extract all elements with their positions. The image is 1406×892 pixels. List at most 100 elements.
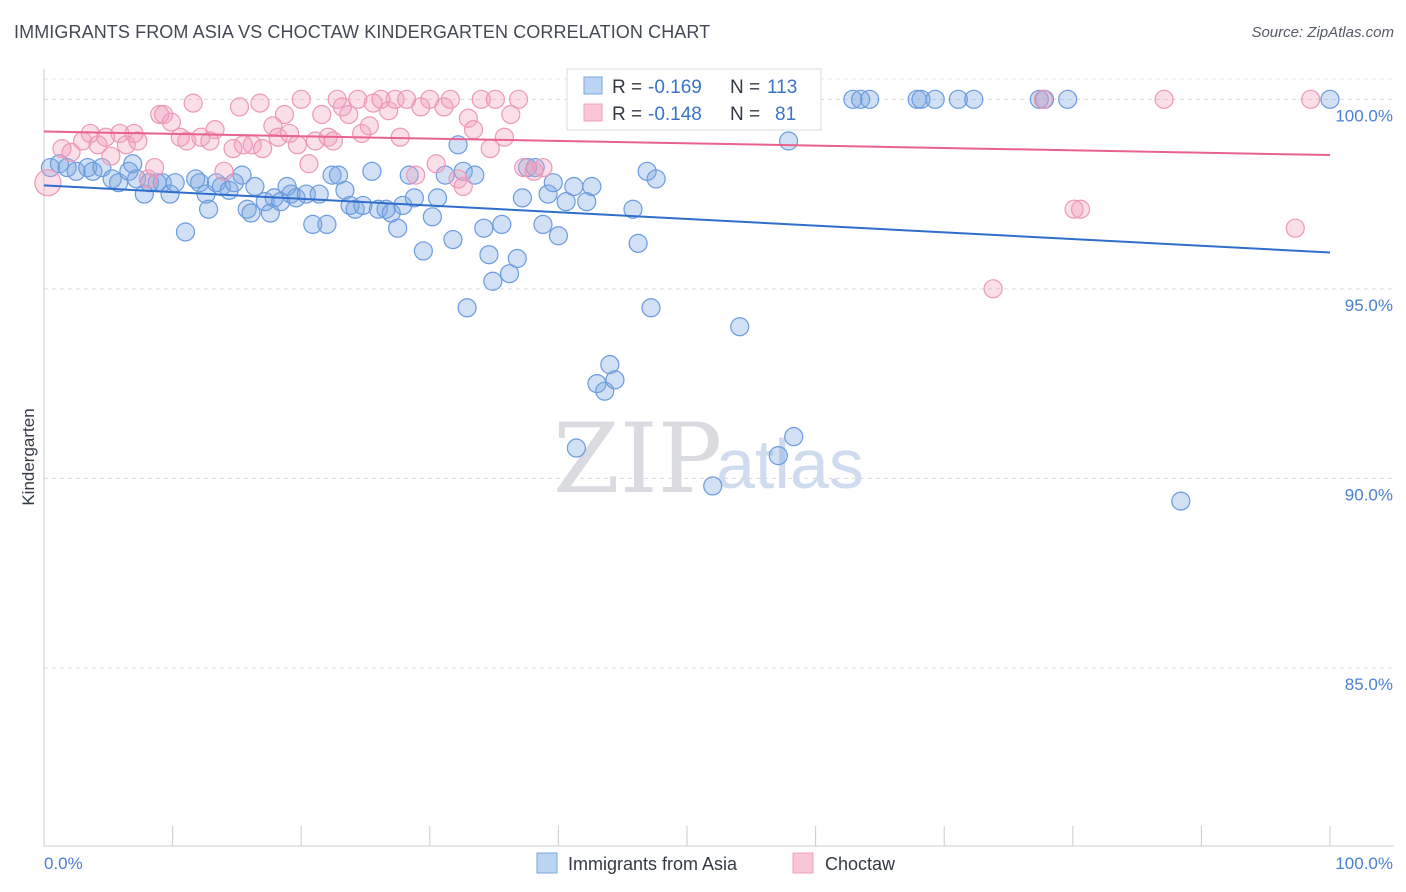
watermark-atlas: atlas (716, 425, 864, 503)
legend-label-choctaw: Choctaw (825, 854, 896, 874)
point-immigrants-from-asia (78, 157, 98, 178)
point-immigrants-from-asia (911, 89, 931, 109)
point-choctaw (34, 169, 62, 197)
point-immigrants-from-asia (483, 271, 503, 291)
stats-swatch-blue (583, 76, 603, 95)
point-immigrants-from-asia (577, 192, 597, 212)
stats-swatch-pink (583, 103, 603, 122)
point-choctaw (533, 157, 553, 178)
point-immigrants-from-asia (703, 476, 723, 496)
point-immigrants-from-asia (646, 169, 666, 189)
trend-line-choctaw (43, 130, 1331, 157)
point-choctaw (434, 97, 454, 117)
point-immigrants-from-asia (641, 298, 661, 318)
legend-swatch-blue (536, 852, 558, 874)
point-immigrants-from-asia (237, 199, 257, 219)
point-choctaw (983, 279, 1003, 299)
point-choctaw (501, 104, 521, 125)
point-immigrants-from-asia (443, 229, 463, 250)
point-immigrants-from-asia (564, 176, 584, 197)
stats-box-frame (566, 68, 822, 131)
series-choctaw (34, 89, 1321, 299)
point-immigrants-from-asia (543, 173, 563, 193)
stats-n-label-pink: N = (730, 104, 760, 125)
stats-n-value-blue: 113 (767, 77, 797, 98)
point-choctaw (128, 131, 148, 151)
point-choctaw (229, 97, 250, 117)
point-choctaw (379, 101, 399, 121)
point-choctaw (280, 123, 300, 144)
point-immigrants-from-asia (730, 317, 750, 337)
point-choctaw (514, 157, 534, 178)
stats-n-label-blue: N = (730, 77, 760, 98)
point-immigrants-from-asia (860, 89, 880, 109)
point-immigrants-from-asia (368, 199, 388, 219)
point-choctaw (101, 146, 121, 166)
point-choctaw (250, 93, 270, 113)
point-immigrants-from-asia (512, 188, 532, 208)
point-immigrants-from-asia (123, 154, 143, 174)
point-choctaw (426, 154, 446, 174)
point-choctaw (223, 138, 243, 159)
point-immigrants-from-asia (1171, 491, 1191, 511)
point-immigrants-from-asia (948, 89, 968, 109)
point-choctaw (1154, 89, 1174, 109)
point-choctaw (494, 127, 514, 147)
y-tick-label: 90.0% (1345, 485, 1393, 504)
stats-r-label-pink: R = (612, 104, 642, 125)
point-immigrants-from-asia (778, 131, 799, 151)
point-immigrants-from-asia (492, 214, 512, 234)
point-immigrants-from-asia (362, 161, 382, 181)
point-choctaw (88, 135, 108, 155)
point-choctaw (406, 165, 426, 185)
point-immigrants-from-asia (566, 438, 587, 458)
point-immigrants-from-asia (925, 89, 945, 109)
watermark: ZIP atlas (553, 403, 864, 515)
point-immigrants-from-asia (413, 241, 433, 261)
stats-r-label-blue: R = (612, 77, 642, 98)
point-immigrants-from-asia (623, 199, 643, 219)
legend-label-immigrants: Immigrants from Asia (568, 854, 738, 874)
point-choctaw (1070, 199, 1091, 219)
point-choctaw (323, 131, 343, 151)
point-choctaw (205, 120, 225, 140)
point-immigrants-from-asia (605, 370, 625, 390)
point-choctaw (214, 161, 234, 181)
point-immigrants-from-asia (322, 165, 342, 185)
point-immigrants-from-asia (457, 298, 477, 318)
x-axis-labels: 0.0% 100.0% (44, 854, 1393, 873)
x-tick-label-min: 0.0% (44, 854, 83, 873)
point-immigrants-from-asia (175, 222, 196, 242)
point-immigrants-from-asia (628, 233, 648, 253)
point-immigrants-from-asia (548, 226, 569, 246)
point-immigrants-from-asia (784, 427, 804, 447)
point-choctaw (327, 89, 347, 109)
point-immigrants-from-asia (533, 214, 553, 234)
point-immigrants-from-asia (190, 173, 210, 193)
x-axis-ticks (172, 826, 1331, 846)
point-choctaw (183, 93, 203, 113)
point-choctaw (61, 142, 81, 162)
point-choctaw (268, 127, 288, 147)
point-choctaw (371, 89, 391, 109)
point-immigrants-from-asia (964, 89, 984, 109)
point-choctaw (200, 131, 220, 151)
stats-r-value-pink: -0.148 (648, 104, 702, 125)
point-immigrants-from-asia (1058, 89, 1078, 109)
legend: Immigrants from Asia Choctaw (536, 852, 896, 874)
point-choctaw (287, 135, 307, 155)
point-immigrants-from-asia (388, 218, 408, 238)
point-immigrants-from-asia (474, 218, 494, 238)
point-choctaw (116, 135, 136, 155)
point-immigrants-from-asia (241, 203, 261, 223)
point-immigrants-from-asia (335, 180, 355, 200)
y-axis-title: Kindergarten (19, 408, 38, 505)
point-choctaw (385, 89, 405, 109)
point-immigrants-from-asia (538, 184, 558, 204)
point-immigrants-from-asia (768, 446, 788, 466)
point-choctaw (508, 89, 529, 109)
point-immigrants-from-asia (582, 176, 602, 197)
point-choctaw (144, 157, 165, 178)
legend-swatch-pink (792, 852, 814, 874)
